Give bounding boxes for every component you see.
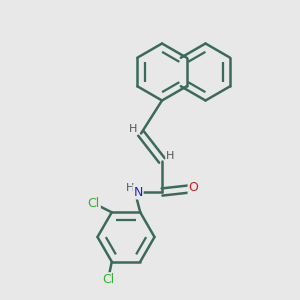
Text: Cl: Cl	[103, 273, 115, 286]
Text: H: H	[126, 182, 135, 193]
Text: Cl: Cl	[88, 197, 100, 210]
Text: N: N	[133, 185, 143, 199]
Text: H: H	[166, 151, 175, 161]
Text: H: H	[128, 124, 137, 134]
Text: O: O	[189, 181, 198, 194]
